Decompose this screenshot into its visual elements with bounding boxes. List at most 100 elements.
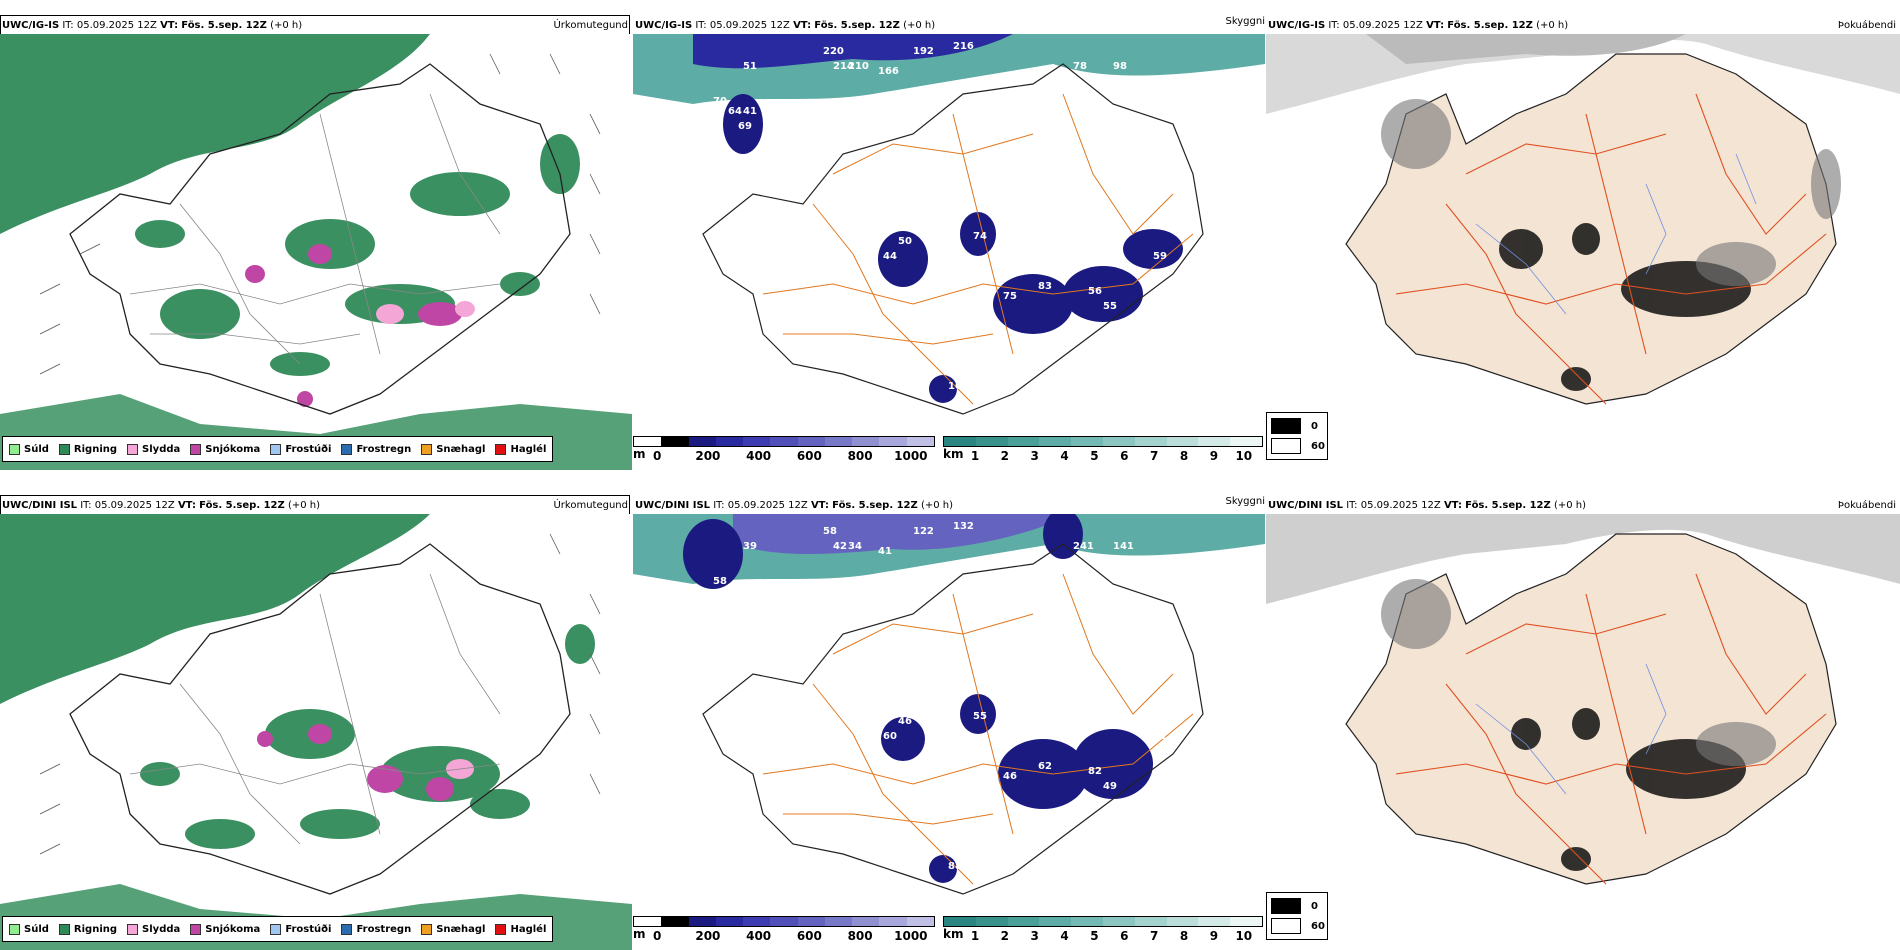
colorbar-tick-label: 400 bbox=[746, 929, 772, 943]
legend-swatch bbox=[495, 923, 507, 935]
panel-header: UWC/IG-IS IT: 05.09.2025 12Z VT: Fös. 5.… bbox=[1268, 20, 1568, 31]
ceiling-value-label: 192 bbox=[913, 46, 934, 57]
ceiling-value-label: 41 bbox=[878, 546, 892, 557]
legend-item-rigning: Rigning bbox=[58, 923, 117, 935]
colorbar-tick-label: 9 bbox=[1209, 449, 1219, 463]
ceiling-value-label: 41 bbox=[743, 106, 757, 117]
panel-header: UWC/IG-IS IT: 05.09.2025 12Z VT: Fös. 5.… bbox=[2, 20, 302, 31]
visibility-colorbar: km 1 2 3 4 5 6 7 8 9 10 bbox=[943, 436, 1263, 466]
vt-label: VT: bbox=[793, 20, 812, 31]
colorbar-segment bbox=[975, 917, 1008, 926]
ceiling-value-label: 98 bbox=[1113, 61, 1127, 72]
colorbar-segment bbox=[944, 437, 976, 446]
it-label: IT: bbox=[1328, 20, 1340, 31]
colorbar-segment bbox=[1071, 437, 1103, 446]
legend-label: Snjókoma bbox=[205, 443, 261, 455]
legend-swatch bbox=[127, 923, 139, 935]
fog-legend: 0 60 bbox=[1266, 412, 1328, 460]
ceiling-value-label: 49 bbox=[1103, 781, 1117, 792]
legend-swatch bbox=[9, 923, 20, 935]
precip-map bbox=[0, 34, 632, 470]
fog-legend-label: 60 bbox=[1311, 440, 1325, 452]
colorbar-tick-label: 8 bbox=[1179, 929, 1189, 943]
colorbar-segment bbox=[824, 917, 853, 926]
lead-time: (+0 h) bbox=[1553, 500, 1587, 511]
colorbar-segment bbox=[797, 917, 825, 926]
colorbar-segment bbox=[1230, 917, 1262, 926]
colorbar-tick-label: 4 bbox=[1060, 929, 1069, 943]
fog-legend-label: 60 bbox=[1311, 920, 1325, 932]
fog-map bbox=[1266, 514, 1900, 950]
colorbar-segment bbox=[1134, 437, 1167, 446]
ceiling-unit: m bbox=[633, 447, 646, 461]
ceiling-value-label: 101 bbox=[948, 381, 969, 392]
colorbar-segment bbox=[661, 437, 689, 446]
ceiling-value-label: 220 bbox=[823, 46, 844, 57]
colorbar-segment bbox=[1102, 437, 1135, 446]
colorbar-tick-label: 3 bbox=[1030, 449, 1039, 463]
colorbar-tick-label: 800 bbox=[847, 449, 873, 463]
lead-time: (+0 h) bbox=[1536, 20, 1569, 31]
vt-value: Fös. 5.sep. 12Z bbox=[832, 500, 918, 511]
ceiling-value-label: 60 bbox=[883, 731, 897, 742]
colorbar-tick-label: 4 bbox=[1060, 449, 1069, 463]
legend-label: Frostregn bbox=[356, 923, 412, 935]
legend-swatch bbox=[421, 443, 433, 455]
colorbar-tick-label: 2 bbox=[1000, 449, 1010, 463]
ceiling-value-label: 55 bbox=[1103, 301, 1117, 312]
ceiling-value-label: 64 bbox=[728, 106, 742, 117]
legend-swatch bbox=[341, 443, 353, 455]
colorbar-segment bbox=[1039, 917, 1072, 926]
visibility-colorbar-bar bbox=[943, 436, 1263, 447]
ceiling-value-label: 69 bbox=[738, 121, 752, 132]
model-name: UWC/IG-IS bbox=[2, 20, 60, 31]
colorbar-segment bbox=[634, 437, 662, 446]
colorbar-segment bbox=[688, 917, 716, 926]
legend-item-rigning: Rigning bbox=[58, 443, 117, 455]
colorbar-tick-label: 9 bbox=[1209, 929, 1219, 943]
it-label: IT: bbox=[713, 500, 725, 511]
legend-item-slydda: Slydda bbox=[127, 443, 181, 455]
precip-type-panel: UWC/DINI ISL IT: 05.09.2025 12Z VT: Fös.… bbox=[0, 490, 632, 950]
it-value: 05.09.2025 12Z bbox=[94, 500, 175, 511]
ceiling-value-label: 83 bbox=[1038, 281, 1052, 292]
visibility-ticks: 1 2 3 4 5 6 7 8 9 10 bbox=[943, 929, 1263, 943]
ceiling-value-label: 55 bbox=[973, 711, 987, 722]
ceiling-value-label: 67 bbox=[943, 251, 957, 262]
colorbar-segment bbox=[1071, 917, 1103, 926]
panel-title: Úrkomutegund bbox=[553, 500, 628, 511]
colorbar-tick-label: 0 bbox=[652, 929, 662, 943]
panel-title: Úrkomutegund bbox=[553, 20, 628, 31]
visibility-map: 51 220 214 210 166 192 216 78 98 50 70 64 41 69 50 74 44… bbox=[633, 34, 1265, 470]
legend-item-snaehagl: Snæhagl bbox=[421, 443, 485, 455]
panel-title: Skyggni bbox=[1225, 496, 1265, 507]
colorbar-segment bbox=[634, 917, 662, 926]
legend-label: Frostregn bbox=[356, 443, 412, 455]
ceiling-value-label: 210 bbox=[848, 61, 869, 72]
legend-label: Snjókoma bbox=[205, 923, 261, 935]
legend-swatch bbox=[9, 443, 20, 455]
lead-time: (+0 h) bbox=[920, 500, 954, 511]
legend-label: Slydda bbox=[142, 443, 181, 455]
ceiling-value-label: 70 bbox=[713, 96, 727, 107]
ceiling-value-label: 50 bbox=[1118, 76, 1132, 87]
ceiling-value-label: 241 bbox=[1073, 541, 1094, 552]
legend-item-slydda: Slydda bbox=[127, 923, 180, 935]
ceiling-value-label: 166 bbox=[878, 66, 899, 77]
colorbar-tick-label: 10 bbox=[1235, 929, 1253, 943]
legend-label: Súld bbox=[24, 443, 49, 455]
visibility-colorbar-bar bbox=[943, 916, 1263, 927]
ceiling-ticks: 0 200 400 600 800 1000 bbox=[633, 929, 935, 943]
legend-swatch bbox=[58, 443, 70, 455]
ceiling-ticks: 0 200 400 600 800 1000 bbox=[633, 449, 935, 463]
vt-value: Fös. 5.sep. 12Z bbox=[1465, 500, 1551, 511]
it-value: 05.09.2025 12Z bbox=[1360, 500, 1441, 511]
lead-time: (+0 h) bbox=[270, 20, 303, 31]
ceiling-value-label: 78 bbox=[738, 601, 752, 612]
it-value: 05.09.2025 12Z bbox=[727, 500, 808, 511]
ceiling-value-label: 141 bbox=[1113, 541, 1134, 552]
model-row-ig-is: UWC/IG-IS IT: 05.09.2025 12Z VT: Fös. 5.… bbox=[0, 10, 1900, 470]
ceiling-value-label: 58 bbox=[823, 526, 837, 537]
fog-legend-swatch bbox=[1271, 418, 1301, 434]
legend-label: Haglél bbox=[510, 923, 547, 935]
